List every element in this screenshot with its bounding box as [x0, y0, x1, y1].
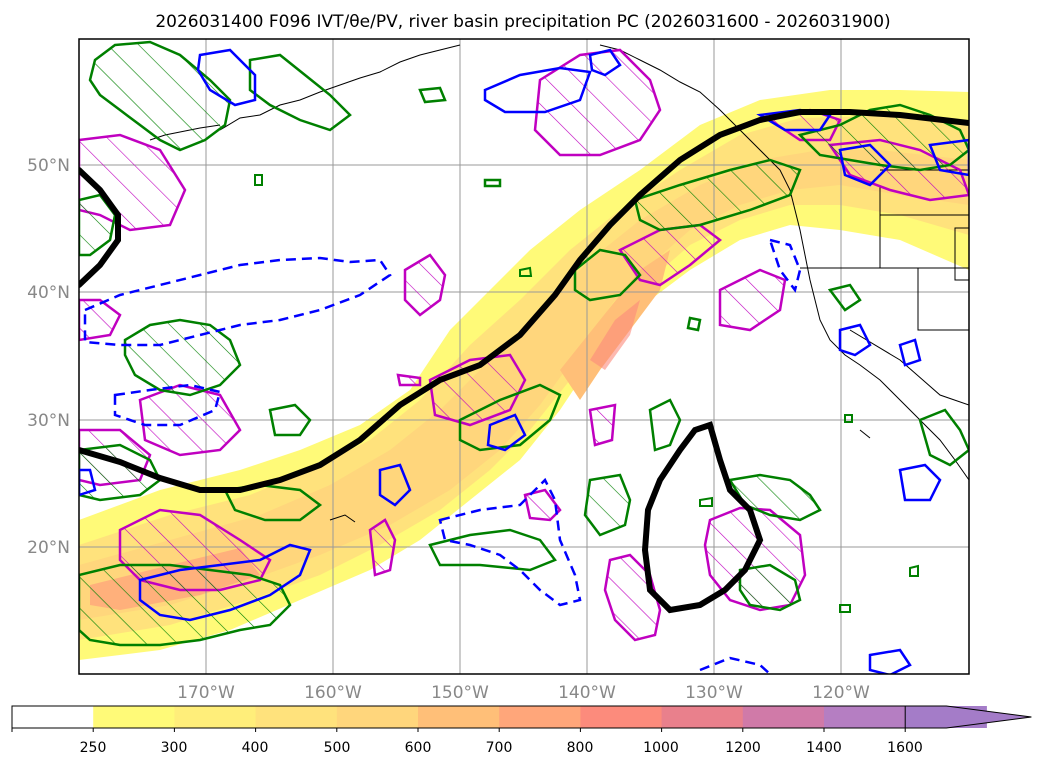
- negative-contours: [79, 48, 969, 674]
- colorbar: [11, 705, 1032, 732]
- lon-label: 160°W: [304, 683, 362, 703]
- colorbar-segment: [12, 706, 94, 728]
- colorbar-tick-label: 1600: [887, 740, 923, 756]
- colorbar-tick-label: 700: [486, 740, 513, 756]
- colorbar-segment: [93, 706, 175, 728]
- colorbar-tick-label: 250: [80, 740, 107, 756]
- lon-label: 120°W: [812, 683, 870, 703]
- lon-label: 140°W: [558, 683, 616, 703]
- lon-label: 150°W: [431, 683, 489, 703]
- colorbar-tick-label: 1000: [643, 740, 679, 756]
- colorbar-segment: [742, 706, 825, 728]
- colorbar-segment: [174, 706, 257, 728]
- lat-label: 20°N: [27, 538, 70, 558]
- colorbar-tick-labels: 250 300 400 500 600 700 800 1000 1200 14…: [80, 740, 923, 756]
- colorbar-extension: [904, 705, 1032, 729]
- lon-label: 130°W: [685, 683, 743, 703]
- colorbar-outline: [11, 705, 947, 729]
- small-features: [254, 174, 919, 613]
- colorbar-segment: [418, 706, 500, 728]
- theta-e-contours: [79, 40, 969, 647]
- colorbar-tick-label: 500: [324, 740, 351, 756]
- map-frame: [78, 38, 970, 675]
- main-contours: [79, 109, 969, 614]
- latitude-labels: 20°N 30°N 40°N 50°N: [27, 156, 70, 558]
- lat-label: 50°N: [27, 156, 70, 176]
- lat-label: 40°N: [27, 283, 70, 303]
- colorbar-segment: [580, 706, 663, 728]
- colorbar-segment: [661, 706, 744, 728]
- map-title: 2026031400 F096 IVT/θe/PV, river basin p…: [155, 12, 890, 32]
- longitude-labels: 170°W 160°W 150°W 140°W 130°W 120°W: [177, 683, 870, 703]
- coastlines: [149, 44, 969, 523]
- colorbar-tick-label: 1400: [806, 740, 842, 756]
- colorbar-tick-label: 400: [242, 740, 269, 756]
- lat-label: 30°N: [27, 411, 70, 431]
- map-panel: [79, 39, 969, 674]
- colorbar-segment: [336, 706, 419, 728]
- colorbar-segment: [255, 706, 338, 728]
- colorbar-segment: [824, 706, 906, 728]
- colorbar-tick-label: 800: [567, 740, 594, 756]
- colorbar-tick-label: 1200: [725, 740, 761, 756]
- lon-label: 170°W: [177, 683, 235, 703]
- colorbar-tick-label: 300: [161, 740, 188, 756]
- colorbar-segment: [499, 706, 581, 728]
- colorbar-tick-label: 600: [405, 740, 432, 756]
